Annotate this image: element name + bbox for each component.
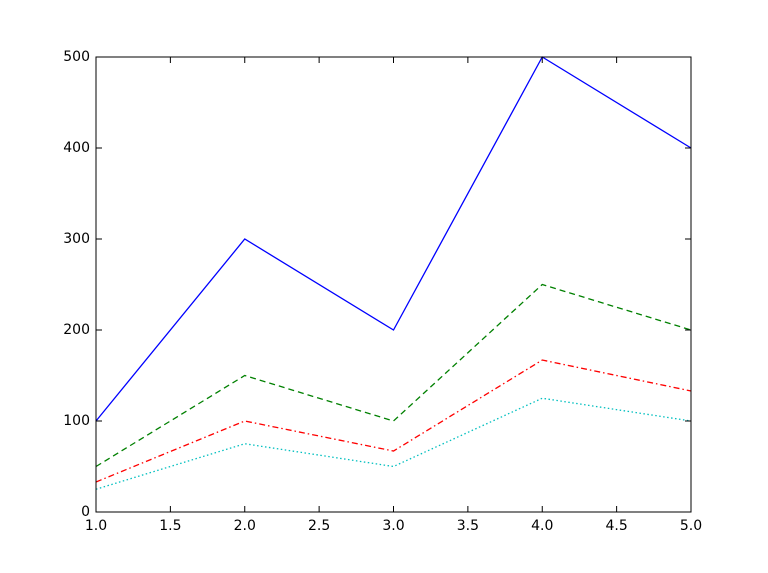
data-line [95, 56, 692, 422]
x-tick-label: 2.5 [308, 518, 330, 534]
data-line [95, 359, 692, 483]
plot-frame [95, 56, 692, 513]
y-tick-label: 0 [81, 504, 90, 520]
x-tick-label: 3.5 [457, 518, 479, 534]
x-tick-label: 5.0 [680, 518, 702, 534]
data-line [95, 283, 692, 468]
x-tick-label: 3.0 [382, 518, 404, 534]
y-tick-label: 300 [63, 231, 90, 247]
y-tick-label: 100 [63, 413, 90, 429]
y-tick-label: 200 [63, 322, 90, 338]
x-tick-label: 2.0 [234, 518, 256, 534]
x-tick-label: 4.0 [531, 518, 553, 534]
x-tick-label: 4.5 [605, 518, 627, 534]
x-tick-label: 1.5 [159, 518, 181, 534]
y-tick-label: 500 [63, 49, 90, 65]
x-tick-label: 1.0 [85, 518, 107, 534]
y-tick-label: 400 [63, 140, 90, 156]
